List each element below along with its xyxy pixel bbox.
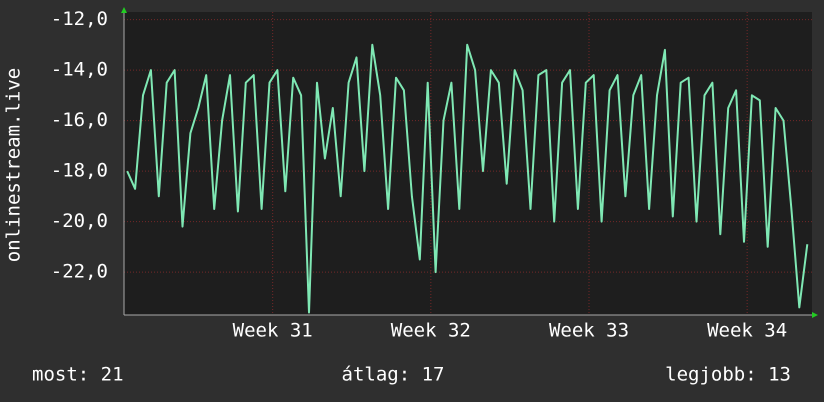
y-axis-label: onlinestream.live (3, 68, 25, 262)
footer-max: legjobb: 13 (665, 364, 791, 386)
footer-average: átlag: 17 (342, 364, 445, 386)
y-tick-label: -14,0 (51, 59, 108, 81)
marks (126, 43, 809, 314)
y-arrow (121, 7, 127, 13)
x-tick-label: Week 34 (707, 320, 787, 342)
footer-current: most: 21 (32, 364, 124, 386)
y-tick-label: -20,0 (51, 210, 108, 232)
y-tick-label: -18,0 (51, 160, 108, 182)
x-tick-label: Week 32 (391, 320, 471, 342)
y-tick-label: -22,0 (51, 261, 108, 283)
x-tick-label: Week 31 (233, 320, 313, 342)
plot-area (124, 12, 812, 315)
data-line (126, 43, 809, 314)
x-arrow (812, 312, 818, 318)
x-tick-label: Week 33 (549, 320, 629, 342)
y-tick-label: -16,0 (51, 109, 108, 131)
y-tick-label: -12,0 (51, 8, 108, 30)
